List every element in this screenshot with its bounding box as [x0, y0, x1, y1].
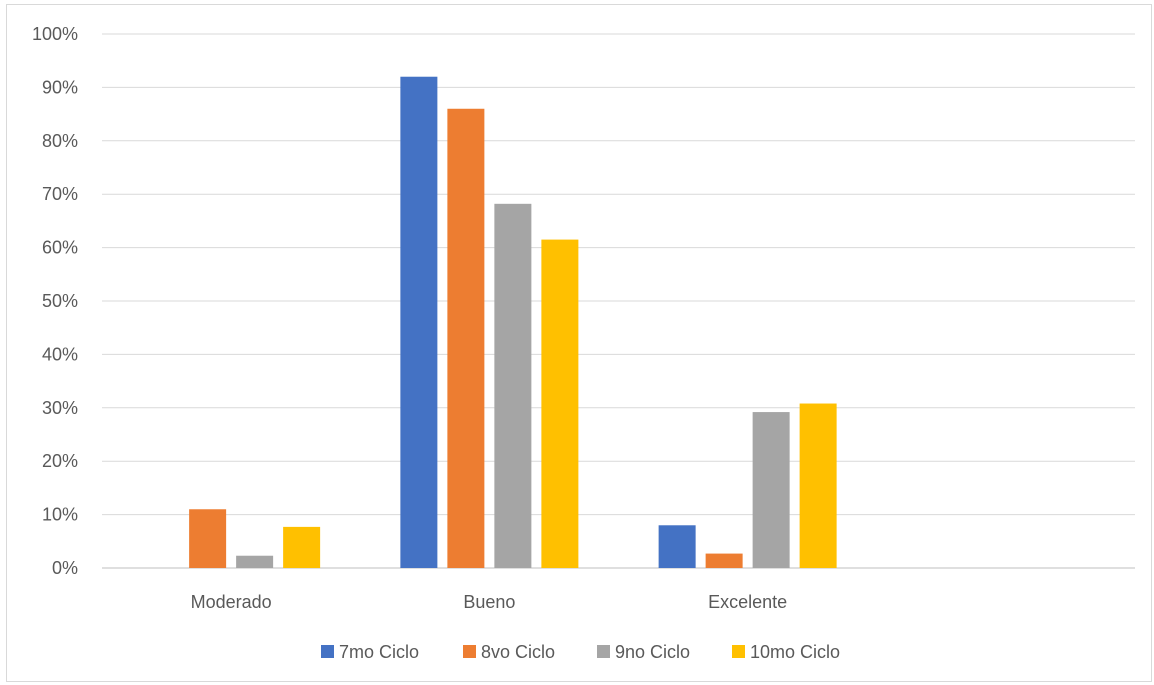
y-tick-label: 50% — [42, 291, 78, 311]
chart-frame — [6, 4, 1152, 682]
y-tick-label: 30% — [42, 398, 78, 418]
x-category-label: Excelente — [708, 592, 787, 612]
bar-9no-ciclo-bueno — [494, 203, 532, 568]
bar-9no-ciclo-excelente — [752, 412, 790, 568]
legend-label: 7mo Ciclo — [339, 642, 419, 662]
bars — [189, 76, 837, 568]
y-tick-label: 20% — [42, 451, 78, 471]
y-tick-label: 90% — [42, 77, 78, 97]
legend-label: 8vo Ciclo — [481, 642, 555, 662]
y-tick-label: 10% — [42, 505, 78, 525]
x-category-label: Bueno — [463, 592, 515, 612]
legend-swatch — [597, 645, 610, 658]
y-tick-label: 0% — [52, 558, 78, 578]
y-tick-label: 80% — [42, 131, 78, 151]
y-tick-label: 60% — [42, 238, 78, 258]
y-tick-label: 100% — [32, 24, 78, 44]
gridlines — [102, 33, 1135, 569]
legend-label: 10mo Ciclo — [750, 642, 840, 662]
x-axis-categories: Moderado Bueno Excelente — [191, 592, 788, 612]
bar-10mo-ciclo-excelente — [799, 403, 837, 568]
legend-swatch — [463, 645, 476, 658]
bar-9no-ciclo-moderado — [236, 555, 274, 568]
y-tick-label: 70% — [42, 184, 78, 204]
bar-7mo-ciclo-excelente — [658, 525, 696, 568]
legend: 7mo Ciclo 8vo Ciclo 9no Ciclo 10mo Ciclo — [321, 642, 840, 662]
legend-swatch — [321, 645, 334, 658]
bar-8vo-ciclo-bueno — [447, 108, 485, 568]
bar-10mo-ciclo-bueno — [541, 239, 579, 568]
bar-8vo-ciclo-moderado — [189, 509, 227, 568]
y-tick-label: 40% — [42, 344, 78, 364]
legend-swatch — [732, 645, 745, 658]
y-axis-ticks: 0% 10% 20% 30% 40% 50% 60% 70% 80% 90% 100% — [32, 24, 78, 578]
legend-label: 9no Ciclo — [615, 642, 690, 662]
x-category-label: Moderado — [191, 592, 272, 612]
bar-8vo-ciclo-excelente — [705, 553, 743, 568]
bar-7mo-ciclo-bueno — [400, 76, 438, 568]
bar-10mo-ciclo-moderado — [283, 526, 321, 568]
